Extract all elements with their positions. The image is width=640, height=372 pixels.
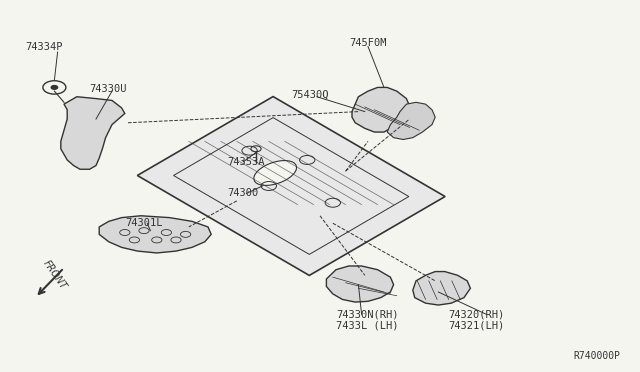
Ellipse shape xyxy=(254,161,296,185)
Text: 74321(LH): 74321(LH) xyxy=(448,321,504,330)
Text: 74300: 74300 xyxy=(227,189,259,198)
Polygon shape xyxy=(352,87,410,132)
Polygon shape xyxy=(413,272,470,305)
Polygon shape xyxy=(61,97,125,169)
Text: R740000P: R740000P xyxy=(574,351,621,361)
Text: 74320(RH): 74320(RH) xyxy=(448,310,504,319)
Text: 7433L (LH): 7433L (LH) xyxy=(336,321,399,330)
Text: 745F0M: 745F0M xyxy=(349,38,387,48)
Text: 75430Q: 75430Q xyxy=(291,90,329,100)
Polygon shape xyxy=(326,266,394,302)
Polygon shape xyxy=(138,97,445,275)
Text: 74334P: 74334P xyxy=(26,42,63,51)
Text: 74330U: 74330U xyxy=(90,84,127,94)
Circle shape xyxy=(51,86,58,89)
Text: 74330N(RH): 74330N(RH) xyxy=(336,310,399,319)
Polygon shape xyxy=(99,216,211,253)
Text: FRONT: FRONT xyxy=(41,259,68,292)
Text: 74301L: 74301L xyxy=(125,218,163,228)
Polygon shape xyxy=(387,102,435,140)
Text: 74353A: 74353A xyxy=(227,157,265,167)
